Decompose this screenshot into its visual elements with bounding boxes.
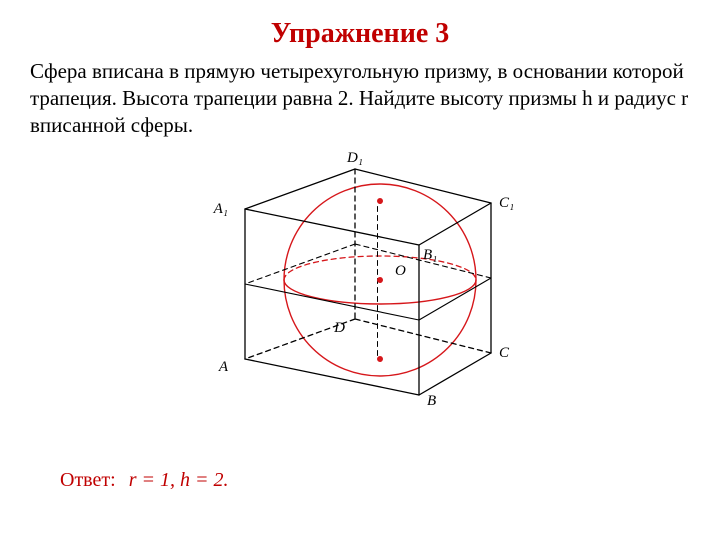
svg-text:D₁: D₁ <box>346 150 363 166</box>
answer-label: Ответ: <box>60 469 116 491</box>
problem-body: Сфера вписана в прямую четырехугольную п… <box>30 59 688 137</box>
svg-text:A: A <box>218 359 229 375</box>
problem-text: Сфера вписана в прямую четырехугольную п… <box>30 58 690 139</box>
svg-text:B₁: B₁ <box>423 247 437 263</box>
answer-value: r = 1, h = 2. <box>129 469 229 491</box>
svg-text:O: O <box>395 263 406 279</box>
svg-text:C: C <box>499 345 510 361</box>
svg-text:A₁: A₁ <box>213 201 228 217</box>
figure-container: A₁ B₁ C₁ D₁ A B C D O <box>30 147 690 412</box>
svg-text:C₁: C₁ <box>499 195 514 211</box>
exercise-title: Упражнение 3 <box>30 18 690 50</box>
svg-text:B: B <box>427 393 436 407</box>
prism-sphere-figure: A₁ B₁ C₁ D₁ A B C D O <box>195 147 525 412</box>
svg-text:D: D <box>333 320 345 336</box>
answer-row: Ответ: r = 1, h = 2. <box>60 469 228 492</box>
